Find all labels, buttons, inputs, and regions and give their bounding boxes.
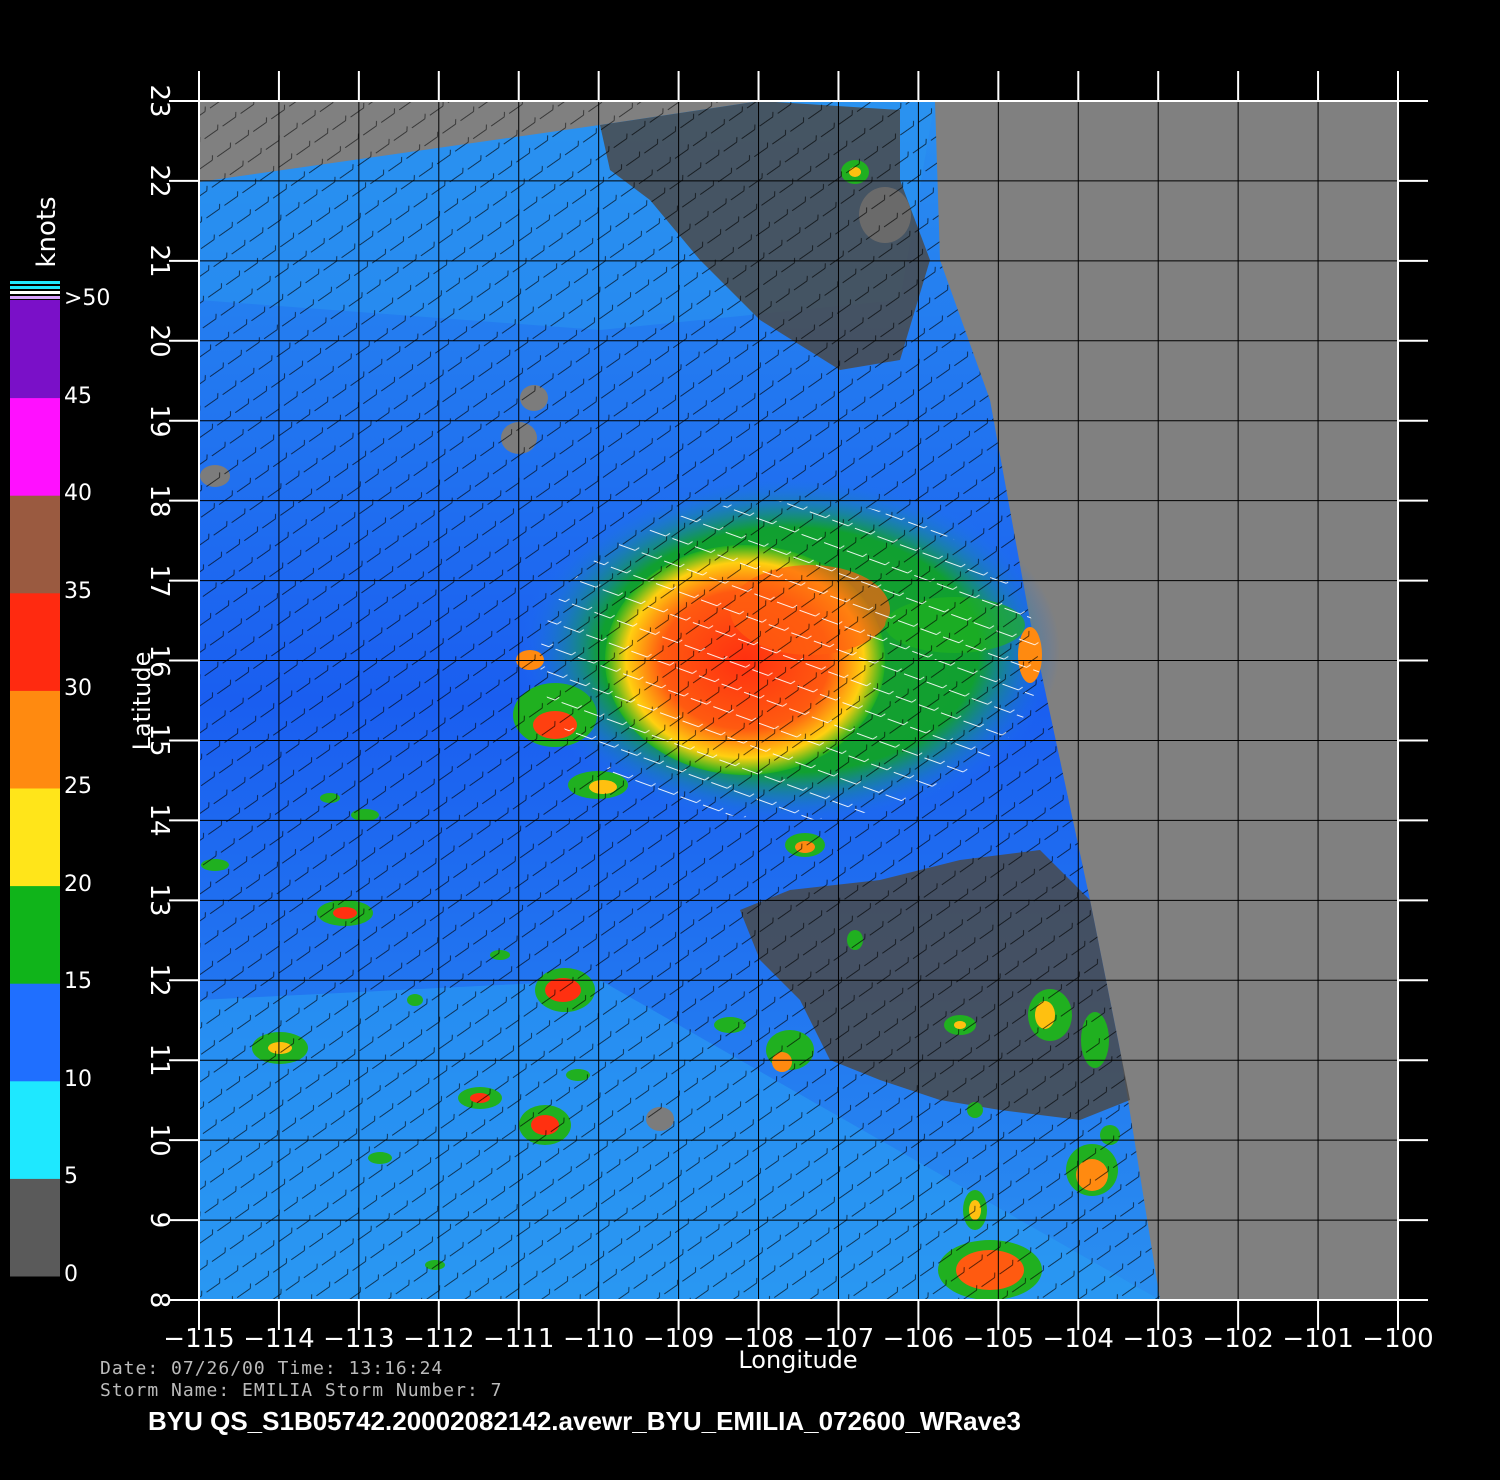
wind-vectors-high	[540, 500, 1040, 820]
colorbar-band	[10, 397, 60, 496]
longitude-tick-label: −102	[1202, 1324, 1274, 1354]
colorbar-band	[10, 1178, 60, 1277]
longitude-tick-label: −112	[403, 1324, 475, 1354]
longitude-tick-label: −111	[483, 1324, 555, 1354]
longitude-tick-label: −101	[1282, 1324, 1354, 1354]
colorbar-band	[10, 983, 60, 1082]
longitude-tick-label: −100	[1362, 1324, 1434, 1354]
latitude-tick-label: 15	[144, 723, 174, 757]
date-time-line: Date: 07/26/00 Time: 13:16:24	[100, 1358, 444, 1379]
latitude-tick-label: 9	[144, 1211, 174, 1229]
latitude-tick-label: 22	[144, 164, 174, 198]
colorbar-tick-label: 30	[64, 676, 92, 702]
latitude-tick-label: 16	[144, 643, 174, 678]
latitude-tick-label: 18	[144, 484, 174, 518]
longitude-tick-label: −110	[562, 1324, 635, 1354]
colorbar-tick-label: >50	[64, 286, 111, 311]
longitude-tick-label: −114	[243, 1324, 315, 1354]
latitude-tick-label: 19	[144, 404, 174, 438]
colorbar-tick-label: 20	[64, 871, 92, 897]
latitude-tick-label: 23	[144, 84, 174, 118]
colorbar-tick-label: 45	[64, 383, 92, 409]
longitude-tick-label: −103	[1122, 1324, 1194, 1354]
latitude-tick-label: 12	[144, 963, 174, 997]
colorbar-tick-label: 5	[64, 1164, 78, 1190]
latitude-tick-label: 14	[144, 803, 174, 837]
storm-info-line: Storm Name: EMILIA Storm Number: 7	[100, 1380, 503, 1401]
latitude-tick-label: 10	[144, 1123, 174, 1157]
colorbar-tick-label: 35	[64, 578, 92, 604]
colorbar	[10, 300, 60, 1277]
colorbar-units-label: knots	[32, 196, 62, 268]
colorbar-band	[10, 300, 60, 399]
colorbar-band	[10, 885, 60, 984]
latitude-tick-label: 20	[144, 324, 174, 358]
map-plot-area	[199, 101, 1398, 1300]
longitude-tick-label: −113	[323, 1324, 395, 1354]
latitude-tick-label: 21	[144, 244, 174, 278]
colorbar-band	[10, 788, 60, 887]
longitude-tick-label: −104	[1042, 1324, 1114, 1354]
latitude-tick-label: 11	[144, 1043, 174, 1077]
colorbar-tick-label: 25	[64, 774, 92, 799]
colorbar-band	[10, 690, 60, 789]
colorbar-band	[10, 592, 60, 691]
file-title: BYU QS_S1B05742.20002082142.avewr_BYU_EM…	[148, 1406, 1022, 1436]
longitude-tick-label: −107	[802, 1324, 875, 1354]
map-frame	[198, 100, 1399, 1301]
latitude-tick-label: 13	[144, 883, 174, 917]
x-axis-label: Longitude	[738, 1346, 858, 1374]
longitude-tick-label: −109	[642, 1324, 715, 1354]
colorbar-tick-label: 0	[64, 1262, 78, 1287]
longitude-tick-label: −115	[163, 1324, 235, 1354]
longitude-tick-label: −106	[882, 1324, 955, 1354]
latitude-tick-label: 17	[144, 564, 174, 598]
colorbar-tick-label: 15	[64, 969, 92, 995]
longitude-tick-label: −105	[962, 1324, 1035, 1354]
longitude-tick-label: −108	[722, 1324, 795, 1354]
colorbar-tick-label: 40	[64, 481, 92, 507]
axis-ticks	[169, 71, 1428, 1330]
colorbar-band	[10, 495, 60, 594]
colorbar-tick-label: 10	[64, 1066, 92, 1092]
latitude-tick-label: 8	[144, 1291, 174, 1309]
colorbar-band	[10, 1080, 60, 1179]
